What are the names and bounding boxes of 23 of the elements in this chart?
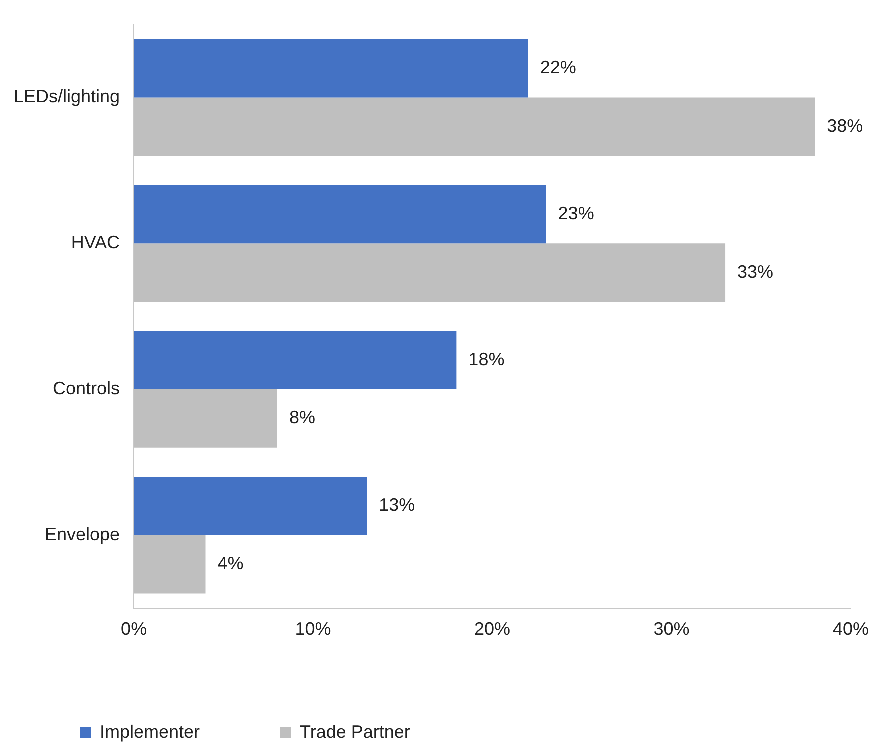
y-tick-label: Controls	[53, 378, 120, 399]
bar	[134, 477, 368, 536]
x-tick-label: 40%	[832, 619, 870, 640]
y-tick-label: LEDs/lighting	[14, 86, 120, 107]
data-label: 4%	[218, 554, 244, 574]
bar	[134, 39, 528, 98]
x-tick-label: 30%	[654, 619, 690, 640]
bar	[134, 185, 546, 244]
data-label: 33%	[738, 262, 774, 282]
bar	[134, 331, 457, 390]
legend-label: Trade Partner	[300, 722, 410, 742]
x-tick-label: 0%	[121, 619, 148, 640]
data-label: 23%	[558, 203, 594, 224]
data-label: 18%	[468, 349, 505, 370]
legend-label: Implementer	[100, 722, 200, 742]
data-label: 38%	[827, 116, 864, 136]
x-tick-label: 10%	[295, 619, 332, 640]
y-tick-label: HVAC	[71, 232, 120, 253]
x-tick-label: 20%	[474, 619, 511, 640]
data-label: 13%	[379, 495, 416, 516]
data-label: 22%	[540, 58, 576, 78]
data-label: 8%	[289, 408, 316, 428]
y-tick-label: Envelope	[44, 524, 120, 544]
